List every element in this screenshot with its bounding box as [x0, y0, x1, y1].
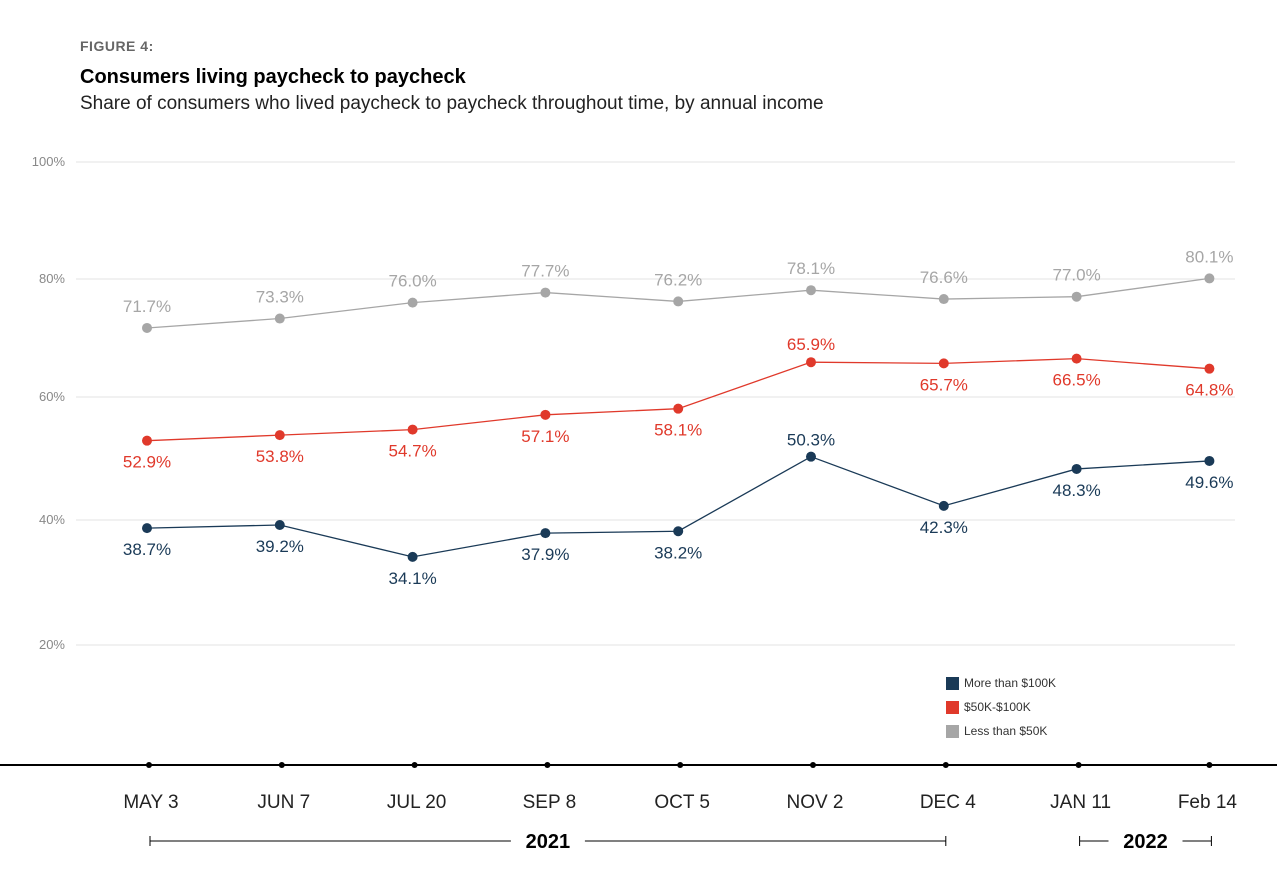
data-point: [540, 409, 551, 420]
data-label: 39.2%: [256, 537, 304, 556]
y-tick-label: 80%: [39, 271, 65, 286]
series-line-more-than-100k: [146, 455, 1210, 558]
data-point: [1204, 455, 1215, 466]
data-point: [938, 294, 949, 305]
data-point: [806, 357, 816, 368]
data-point: [407, 424, 418, 435]
x-tick-label: SEP 8: [523, 792, 577, 813]
data-point: [142, 523, 152, 534]
legend-item-label: More than $100K: [964, 676, 1056, 690]
data-label: 73.3%: [256, 288, 304, 307]
x-tick-label: JAN 11: [1050, 792, 1111, 813]
data-point: [673, 296, 684, 307]
data-label: 64.8%: [1185, 381, 1233, 400]
data-point: [806, 285, 816, 296]
x-tick-dot: [278, 762, 285, 768]
data-label: 42.3%: [920, 518, 968, 537]
x-tick-label: JUL 20: [387, 792, 447, 813]
data-point: [142, 435, 152, 446]
data-point: [407, 551, 418, 562]
data-point: [407, 297, 418, 308]
data-label: 49.6%: [1185, 473, 1233, 492]
legend-swatch: [946, 701, 959, 714]
data-label: 52.9%: [123, 453, 171, 472]
x-tick-dot: [1206, 762, 1213, 768]
x-tick-dot: [146, 762, 152, 768]
data-point: [1071, 463, 1082, 474]
data-label: 76.0%: [388, 272, 436, 291]
data-point: [142, 322, 152, 333]
legend-item-label: Less than $50K: [964, 724, 1047, 738]
data-point: [1204, 363, 1215, 374]
y-tick-label: 20%: [39, 637, 65, 652]
legend-swatch: [946, 725, 959, 738]
data-label: 48.3%: [1052, 481, 1100, 500]
data-point: [274, 430, 285, 441]
data-label: 65.7%: [920, 375, 968, 394]
y-tick-label: 100%: [32, 154, 66, 169]
data-point: [938, 358, 949, 369]
legend-swatch: [946, 677, 959, 690]
x-tick-label: Feb 14: [1178, 792, 1238, 813]
data-label: 78.1%: [787, 259, 835, 278]
data-point: [673, 403, 684, 414]
data-point: [540, 287, 551, 298]
data-label: 80.1%: [1185, 247, 1233, 266]
x-tick-dot: [411, 762, 418, 768]
data-label: 53.8%: [256, 447, 304, 466]
data-label: 34.1%: [388, 569, 436, 588]
chart-title: Consumers living paycheck to paycheck: [80, 66, 466, 88]
data-label: 50.3%: [787, 431, 835, 450]
data-point: [673, 526, 684, 537]
y-tick-label: 60%: [39, 389, 65, 404]
data-label: 76.6%: [920, 268, 968, 287]
year-label: 2021: [526, 831, 571, 853]
data-label: 71.7%: [123, 297, 171, 316]
x-tick-label: JUN 7: [257, 792, 310, 813]
data-point: [1071, 353, 1082, 364]
data-label: 57.1%: [521, 427, 569, 446]
x-tick-label: OCT 5: [654, 792, 710, 813]
x-tick-dot: [810, 762, 816, 768]
data-label: 76.2%: [654, 270, 702, 289]
data-label: 38.7%: [123, 540, 171, 559]
x-tick-label: NOV 2: [786, 792, 843, 813]
y-tick-label: 40%: [39, 512, 65, 527]
data-label: 37.9%: [521, 545, 569, 564]
data-label: 66.5%: [1052, 371, 1100, 390]
data-label: 38.2%: [654, 543, 702, 562]
data-point: [540, 528, 551, 539]
x-tick-dot: [677, 762, 684, 768]
year-label: 2022: [1123, 831, 1168, 853]
legend-item-label: $50K-$100K: [964, 700, 1031, 714]
data-label: 77.0%: [1052, 266, 1100, 285]
x-tick-dot: [544, 762, 551, 768]
chart-subtitle: Share of consumers who lived paycheck to…: [80, 93, 824, 114]
figure-label: FIGURE 4:: [80, 38, 154, 54]
data-label: 77.7%: [521, 262, 569, 281]
x-tick-dot: [942, 762, 949, 768]
x-tick-label: MAY 3: [123, 792, 178, 813]
data-point: [274, 520, 285, 530]
data-point: [806, 451, 816, 462]
data-point: [1204, 273, 1215, 284]
data-point: [1071, 291, 1082, 302]
x-tick-dot: [1075, 762, 1082, 768]
data-point: [274, 313, 285, 324]
data-label: 58.1%: [654, 421, 702, 440]
x-tick-label: DEC 4: [920, 792, 976, 813]
data-label: 65.9%: [787, 335, 835, 354]
data-label: 54.7%: [388, 442, 436, 461]
data-point: [938, 500, 949, 511]
